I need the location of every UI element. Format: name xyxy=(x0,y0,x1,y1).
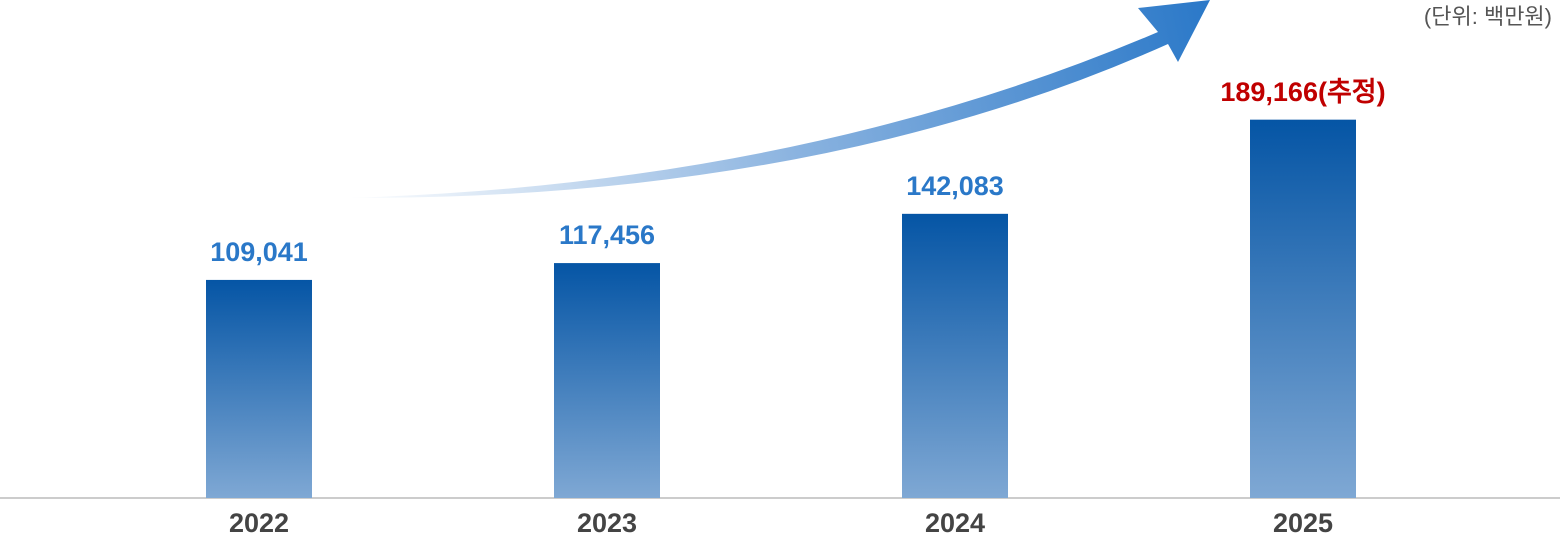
value-label: 189,166(추정) xyxy=(1220,77,1385,107)
value-label: 109,041 xyxy=(210,237,308,267)
x-tick-label: 2025 xyxy=(1273,508,1333,538)
bar xyxy=(1250,119,1356,498)
bar xyxy=(554,263,660,498)
value-label: 117,456 xyxy=(559,220,655,250)
x-tick-label: 2022 xyxy=(229,508,289,538)
x-tick-label: 2024 xyxy=(925,508,985,538)
trend-arrow xyxy=(345,0,1210,199)
bar xyxy=(902,213,1008,499)
value-label: 142,083 xyxy=(906,171,1004,201)
bar xyxy=(206,279,312,498)
unit-note: (단위: 백만원) xyxy=(1424,4,1552,29)
x-tick-label: 2023 xyxy=(577,508,637,538)
